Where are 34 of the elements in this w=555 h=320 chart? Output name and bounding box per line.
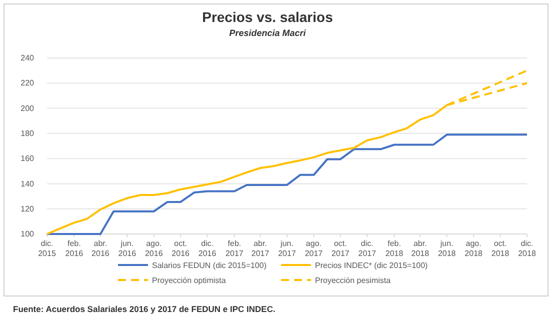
x-tick-label: abr. 2016: [92, 239, 110, 258]
x-tick-label: feb. 2016: [65, 239, 84, 258]
x-tick-label: jun. 2017: [278, 239, 296, 258]
x-tick-label: feb. 2018: [385, 239, 404, 258]
legend-label: Precios INDEC* (dic 2015=100): [315, 261, 428, 270]
x-tick-label: dic. 2015: [38, 239, 56, 258]
x-tick-label: feb. 2017: [226, 239, 244, 258]
x-tick-label: dic. 2017: [358, 239, 377, 258]
legend-label: Salarios FEDUN (dic 2015=100): [152, 261, 267, 270]
x-tick-label: jun. 2016: [118, 239, 137, 258]
x-tick-label: abr. 2017: [251, 239, 270, 258]
y-tick-label: 180: [20, 128, 35, 138]
x-tick-label: ago. 2018: [464, 239, 484, 258]
x-tick-label: dic. 2018: [518, 239, 536, 258]
x-tick-label: oct. 2017: [332, 239, 350, 258]
y-tick-label: 140: [20, 179, 35, 188]
y-tick-label: 160: [20, 154, 35, 164]
x-tick-label: oct. 2016: [172, 239, 190, 258]
x-tick-label: dic. 2016: [198, 239, 217, 258]
legend-label: Proyección pesimista: [315, 276, 392, 285]
y-tick-label: 120: [20, 204, 35, 214]
y-tick-label: 220: [20, 78, 35, 88]
legend-label: Proyección optimista: [152, 276, 226, 285]
chart-subtitle: Presidencia Macri: [229, 28, 306, 38]
y-tick-label: 200: [20, 104, 35, 113]
x-tick-label: abr. 2018: [411, 239, 430, 258]
y-tick-label: 100: [20, 230, 35, 239]
x-tick-label: oct. 2018: [491, 239, 510, 258]
x-tick-label: ago. 2017: [304, 239, 324, 258]
chart-title: Precios vs. salarios: [202, 9, 334, 25]
x-tick-label: jun. 2018: [438, 239, 456, 258]
x-tick-label: ago. 2016: [144, 239, 164, 258]
source-note: Fuente: Acuerdos Salariales 2016 y 2017 de FEDUN e IPC INDEC.: [13, 304, 276, 314]
y-tick-label: 240: [20, 54, 35, 63]
